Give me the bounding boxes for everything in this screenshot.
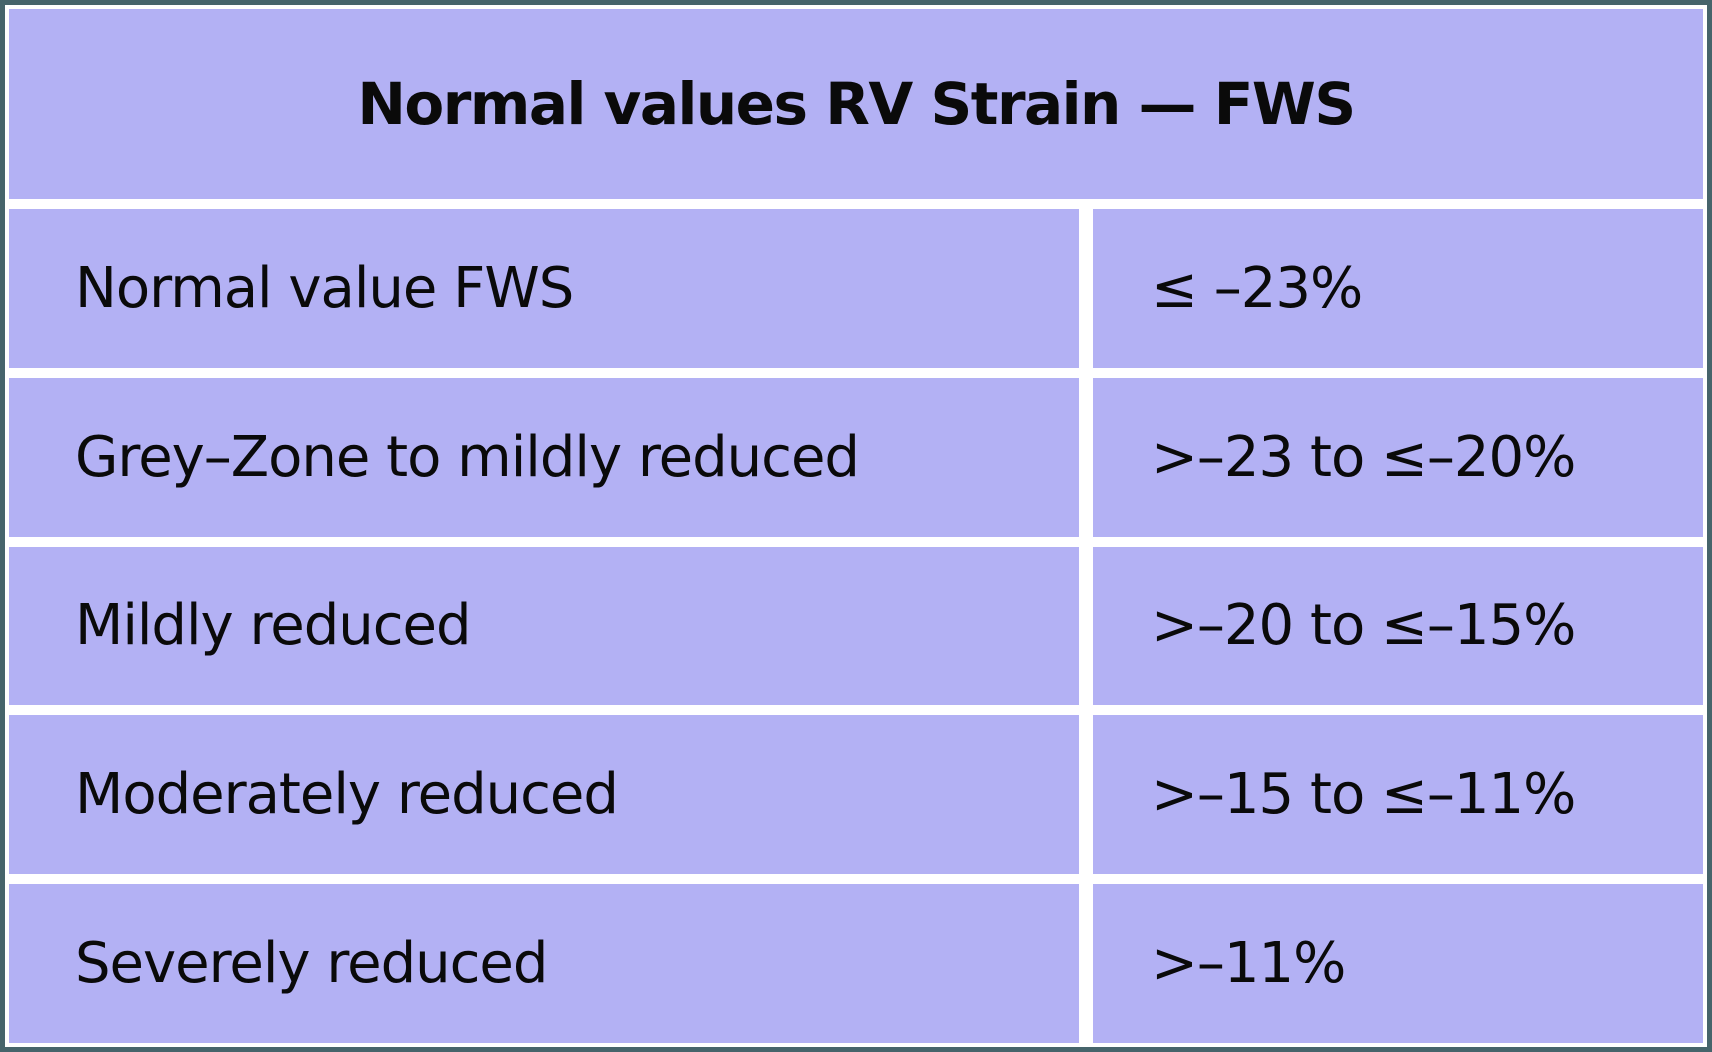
table-row-value-cell: >–11% (1093, 884, 1703, 1043)
table-title-cell: Normal values RV Strain — FWS (9, 9, 1703, 199)
row-label: Mildly reduced (75, 593, 472, 659)
table-row-label-cell: Normal value FWS (9, 209, 1079, 368)
row-label: Normal value FWS (75, 255, 574, 321)
table-row-value-cell: >–20 to ≤–15% (1093, 546, 1703, 706)
row-label: Grey–Zone to mildly reduced (75, 424, 860, 490)
row-value: >–23 to ≤–20% (1151, 424, 1576, 490)
table-row-value-cell: >–23 to ≤–20% (1093, 377, 1703, 537)
table-row-value-cell: >–15 to ≤–11% (1093, 715, 1703, 875)
table-row-value-cell: ≤ –23% (1093, 209, 1703, 368)
table-row-label-cell: Grey–Zone to mildly reduced (9, 377, 1079, 537)
table-row-label-cell: Severely reduced (9, 884, 1079, 1043)
row-value: >–11% (1151, 931, 1346, 997)
table-row-label-cell: Moderately reduced (9, 715, 1079, 875)
table-row-label-cell: Mildly reduced (9, 546, 1079, 706)
row-label: Moderately reduced (75, 762, 619, 828)
table-title: Normal values RV Strain — FWS (357, 70, 1356, 138)
rv-strain-normal-values-table: Normal values RV Strain — FWS Normal val… (9, 9, 1703, 1043)
row-value: >–15 to ≤–11% (1151, 762, 1576, 828)
row-value: ≤ –23% (1151, 255, 1363, 321)
row-value: >–20 to ≤–15% (1151, 593, 1576, 659)
row-label: Severely reduced (75, 931, 548, 997)
